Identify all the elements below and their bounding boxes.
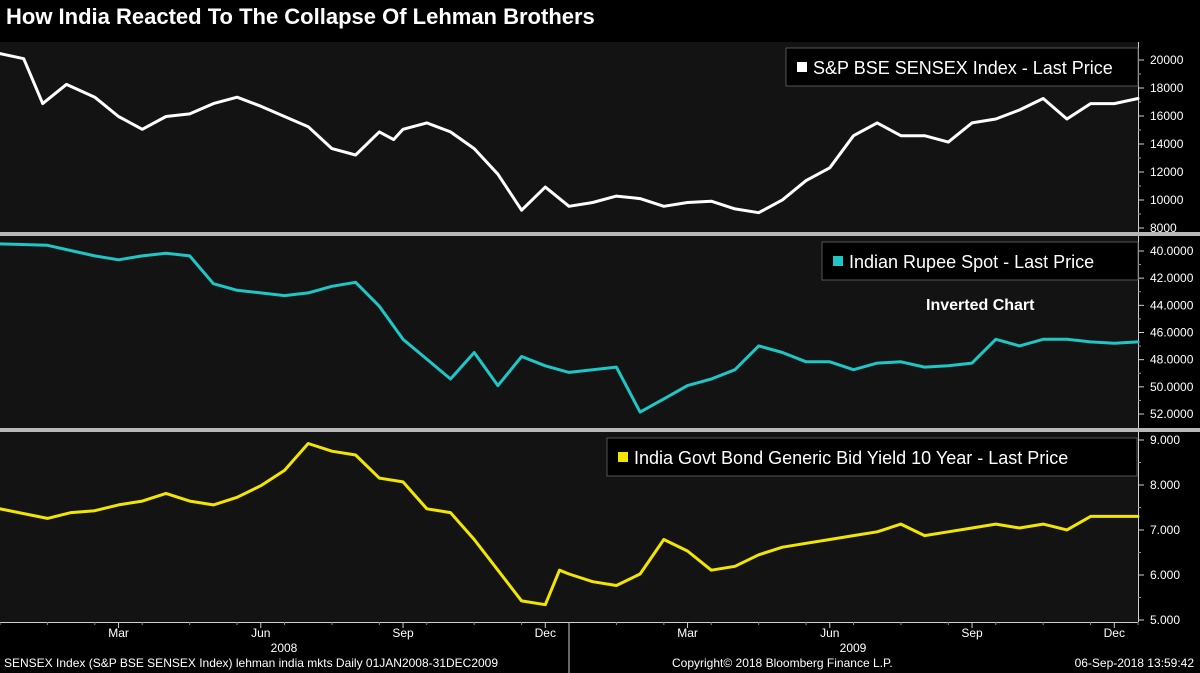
panel-divider xyxy=(0,232,1200,236)
y-tick-label: 7.000 xyxy=(1150,523,1180,537)
y-tick-label: 12000 xyxy=(1150,165,1184,179)
y-tick-label: 9.000 xyxy=(1150,433,1180,447)
y-tick-label: 18000 xyxy=(1150,81,1184,95)
legend-box xyxy=(785,47,1139,87)
series-line-2 xyxy=(0,242,1140,414)
y-tick-label: 48.0000 xyxy=(1150,353,1194,367)
legend-swatch xyxy=(797,62,807,72)
y-tick-label: 42.0000 xyxy=(1150,271,1194,285)
x-tick-label: Jun xyxy=(251,626,270,640)
y-tick-label: 20000 xyxy=(1150,53,1184,67)
legend-label: S&P BSE SENSEX Index - Last Price xyxy=(813,58,1113,78)
y-tick-label: 16000 xyxy=(1150,109,1184,123)
series-line-1 xyxy=(0,52,1140,215)
chart-title: How India Reacted To The Collapse Of Leh… xyxy=(6,4,595,29)
x-year-label: 2009 xyxy=(840,641,867,655)
x-year-label: 2008 xyxy=(271,641,298,655)
legend-label: India Govt Bond Generic Bid Yield 10 Yea… xyxy=(634,448,1068,468)
x-tick-label: Jun xyxy=(820,626,839,640)
legend-swatch xyxy=(618,452,628,462)
y-tick-label: 44.0000 xyxy=(1150,298,1194,312)
y-tick-label: 8.000 xyxy=(1150,478,1180,492)
legend-swatch xyxy=(833,256,843,266)
y-tick-label: 50.0000 xyxy=(1150,380,1194,394)
y-tick-label: 40.0000 xyxy=(1150,244,1194,258)
x-tick-label: Sep xyxy=(392,626,414,640)
y-tick-label: 14000 xyxy=(1150,137,1184,151)
footer-timestamp: 06-Sep-2018 13:59:42 xyxy=(1074,656,1194,670)
x-tick-label: Dec xyxy=(535,626,556,640)
x-tick-label: Sep xyxy=(961,626,983,640)
y-tick-label: 6.000 xyxy=(1150,568,1180,582)
y-tick-label: 8000 xyxy=(1150,221,1177,235)
panel-divider xyxy=(0,428,1200,432)
legend-box xyxy=(821,241,1139,281)
footer-source: SENSEX Index (S&P BSE SENSEX Index) lehm… xyxy=(4,656,499,670)
y-tick-label: 5.000 xyxy=(1150,613,1180,627)
chart-annotation: Inverted Chart xyxy=(926,297,1035,314)
y-tick-label: 10000 xyxy=(1150,193,1184,207)
x-tick-label: Mar xyxy=(108,626,129,640)
y-tick-label: 52.0000 xyxy=(1150,407,1194,421)
x-tick-label: Dec xyxy=(1104,626,1125,640)
footer-copyright: Copyright© 2018 Bloomberg Finance L.P. xyxy=(672,656,893,670)
legend-label: Indian Rupee Spot - Last Price xyxy=(849,252,1094,272)
y-tick-label: 46.0000 xyxy=(1150,326,1194,340)
legend-box xyxy=(606,437,1138,477)
series-line-3 xyxy=(0,442,1140,607)
x-tick-label: Mar xyxy=(677,626,698,640)
